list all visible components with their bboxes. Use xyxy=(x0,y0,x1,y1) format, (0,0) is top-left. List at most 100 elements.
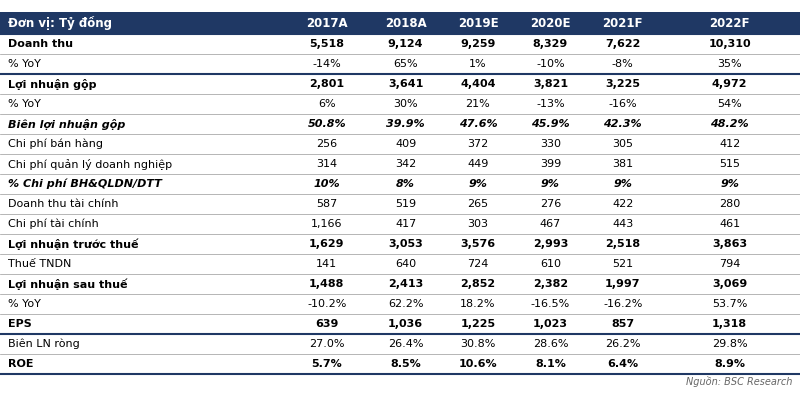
Text: Đơn vị: Tỷ đồng: Đơn vị: Tỷ đồng xyxy=(8,16,112,30)
Text: 422: 422 xyxy=(612,199,634,209)
Text: 443: 443 xyxy=(612,219,634,229)
Text: 1%: 1% xyxy=(469,59,487,69)
Text: 29.8%: 29.8% xyxy=(712,339,747,349)
Text: 50.8%: 50.8% xyxy=(307,119,346,129)
Text: 42.3%: 42.3% xyxy=(603,119,642,129)
Text: 2,518: 2,518 xyxy=(606,239,640,249)
Text: Lợi nhuận trước thuế: Lợi nhuận trước thuế xyxy=(8,238,138,250)
Text: 9%: 9% xyxy=(614,179,632,189)
Text: 724: 724 xyxy=(467,259,489,269)
Text: 2021F: 2021F xyxy=(602,17,643,30)
Text: 26.2%: 26.2% xyxy=(605,339,641,349)
Text: 330: 330 xyxy=(540,139,561,149)
Text: 2020E: 2020E xyxy=(530,17,570,30)
Text: 1,023: 1,023 xyxy=(533,319,568,329)
Bar xyxy=(0,134,800,154)
Text: 521: 521 xyxy=(612,259,634,269)
Text: Biên LN ròng: Biên LN ròng xyxy=(8,338,80,349)
Text: 1,629: 1,629 xyxy=(309,239,345,249)
Text: 47.6%: 47.6% xyxy=(458,119,498,129)
Text: Lợi nhuận sau thuế: Lợi nhuận sau thuế xyxy=(8,278,127,290)
Text: 3,225: 3,225 xyxy=(606,79,640,89)
Text: 519: 519 xyxy=(395,199,416,209)
Text: % YoY: % YoY xyxy=(8,299,41,309)
Text: Chi phí bán hàng: Chi phí bán hàng xyxy=(8,139,103,149)
Text: 28.6%: 28.6% xyxy=(533,339,568,349)
Text: 18.2%: 18.2% xyxy=(460,299,496,309)
Text: 8.5%: 8.5% xyxy=(390,358,421,369)
Text: 27.0%: 27.0% xyxy=(309,339,345,349)
Text: 276: 276 xyxy=(540,199,561,209)
Text: 515: 515 xyxy=(719,159,740,169)
Text: 314: 314 xyxy=(316,159,338,169)
Text: -13%: -13% xyxy=(536,99,565,109)
Text: 6.4%: 6.4% xyxy=(607,358,638,369)
Text: Nguồn: BSC Research: Nguồn: BSC Research xyxy=(686,376,792,387)
Text: Doanh thu: Doanh thu xyxy=(8,39,73,49)
Text: 8,329: 8,329 xyxy=(533,39,568,49)
Text: 2018A: 2018A xyxy=(385,17,426,30)
Text: Chi phí tài chính: Chi phí tài chính xyxy=(8,219,98,229)
Bar xyxy=(0,314,800,334)
Text: 857: 857 xyxy=(611,319,634,329)
Text: 342: 342 xyxy=(395,159,416,169)
Text: 4,972: 4,972 xyxy=(712,79,747,89)
Text: EPS: EPS xyxy=(8,319,32,329)
Text: -16%: -16% xyxy=(609,99,637,109)
Text: 1,318: 1,318 xyxy=(712,319,747,329)
Text: 2,801: 2,801 xyxy=(310,79,344,89)
Bar xyxy=(0,12,800,34)
Bar xyxy=(0,354,800,374)
Text: 2017A: 2017A xyxy=(306,17,348,30)
Bar xyxy=(0,74,800,94)
Text: % YoY: % YoY xyxy=(8,59,41,69)
Bar xyxy=(0,274,800,294)
Bar xyxy=(0,34,800,54)
Text: 2,993: 2,993 xyxy=(533,239,568,249)
Text: 3,576: 3,576 xyxy=(461,239,495,249)
Bar xyxy=(0,194,800,214)
Text: 1,997: 1,997 xyxy=(605,279,641,289)
Text: 2019E: 2019E xyxy=(458,17,498,30)
Text: 8%: 8% xyxy=(396,179,415,189)
Text: 449: 449 xyxy=(467,159,489,169)
Text: 3,053: 3,053 xyxy=(388,239,423,249)
Text: 10.6%: 10.6% xyxy=(458,358,498,369)
Bar xyxy=(0,54,800,74)
Text: 303: 303 xyxy=(467,219,489,229)
Text: 461: 461 xyxy=(719,219,740,229)
Text: 1,166: 1,166 xyxy=(311,219,342,229)
Text: 8.9%: 8.9% xyxy=(714,358,745,369)
Text: 3,863: 3,863 xyxy=(712,239,747,249)
Text: 7,622: 7,622 xyxy=(605,39,641,49)
Text: 2022F: 2022F xyxy=(710,17,750,30)
Bar xyxy=(0,294,800,314)
Text: 53.7%: 53.7% xyxy=(712,299,747,309)
Bar xyxy=(0,214,800,234)
Text: 2,413: 2,413 xyxy=(388,279,423,289)
Bar xyxy=(0,174,800,194)
Bar xyxy=(0,334,800,354)
Text: 62.2%: 62.2% xyxy=(388,299,423,309)
Text: % Chi phí BH&QLDN/DTT: % Chi phí BH&QLDN/DTT xyxy=(8,179,162,189)
Text: 9%: 9% xyxy=(541,179,560,189)
Text: 399: 399 xyxy=(540,159,561,169)
Text: 30.8%: 30.8% xyxy=(460,339,496,349)
Text: 48.2%: 48.2% xyxy=(710,119,749,129)
Text: -14%: -14% xyxy=(313,59,341,69)
Text: 1,036: 1,036 xyxy=(388,319,423,329)
Bar xyxy=(0,114,800,134)
Text: Lợi nhuận gộp: Lợi nhuận gộp xyxy=(8,79,97,90)
Text: -10%: -10% xyxy=(536,59,565,69)
Text: 610: 610 xyxy=(540,259,561,269)
Text: % YoY: % YoY xyxy=(8,99,41,109)
Text: 35%: 35% xyxy=(718,59,742,69)
Text: 5.7%: 5.7% xyxy=(311,358,342,369)
Text: 417: 417 xyxy=(395,219,416,229)
Text: 8.1%: 8.1% xyxy=(535,358,566,369)
Text: 256: 256 xyxy=(316,139,338,149)
Bar xyxy=(0,254,800,274)
Text: -8%: -8% xyxy=(612,59,634,69)
Text: -10.2%: -10.2% xyxy=(307,299,346,309)
Text: 65%: 65% xyxy=(394,59,418,69)
